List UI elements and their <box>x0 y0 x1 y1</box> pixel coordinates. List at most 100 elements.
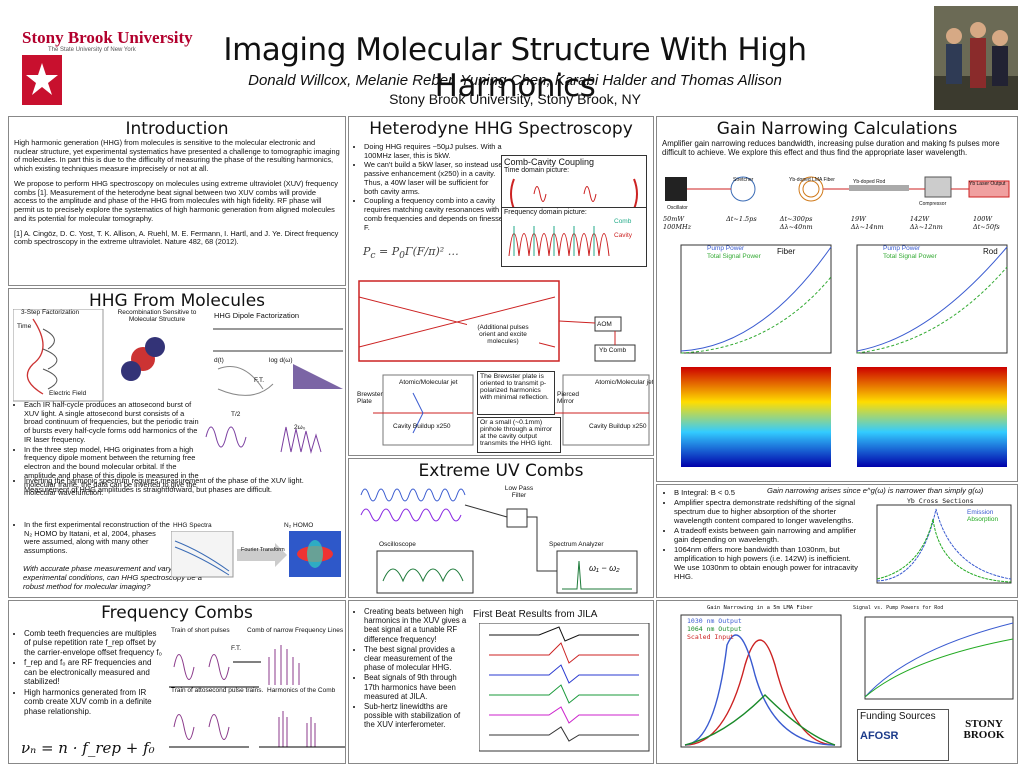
homo-figure <box>171 531 341 578</box>
euv-panel: Extreme UV Combs Low Pass Filter Oscillo… <box>348 458 654 598</box>
pierced-label: Pierced Mirror <box>557 391 580 405</box>
param: 142W Δλ~12nm <box>909 215 943 231</box>
fig-label: N₂ HOMO <box>284 522 314 529</box>
bullet: We can't build a 5kW laser, so instead u… <box>364 161 503 196</box>
freq-box: Frequency domain picture: Comb Cavity <box>501 207 647 267</box>
time-figure <box>510 178 638 210</box>
bullet-list: Creating beats between high harmonics in… <box>353 607 471 729</box>
param: Δt~300ps Δλ~40nm <box>779 215 813 231</box>
introduction-panel: Introduction High harmonic generation (H… <box>8 116 346 286</box>
bullet-list: Each IR half-cycle produces an attosecon… <box>13 400 203 498</box>
formula: νₙ = n · f_rep + f₀ <box>21 739 155 757</box>
heading: Introduction <box>125 119 229 139</box>
fig-label: 3-Step Factorization <box>21 309 80 316</box>
bullet: Amplifier spectra demonstrate redshiftin… <box>674 498 859 526</box>
sponsor: AFOSR <box>860 730 899 742</box>
text-list: In the first experimental reconstruction… <box>13 520 173 557</box>
param: 19W Δλ~14nm <box>850 215 884 231</box>
rod-title: Signal vs. Pump Powers for Rod <box>853 605 944 611</box>
time-domain: Time domain picture: <box>504 167 570 174</box>
amplifier-chain <box>665 176 1010 202</box>
plot-title: Rod <box>983 247 998 256</box>
chain-label: Yb Laser Output <box>969 181 1006 187</box>
legend: 1030 nm Output <box>687 617 742 625</box>
bullet: Beat signals of 9th through 17th harmoni… <box>364 673 471 701</box>
university: Stony Brook University <box>22 28 193 47</box>
chain-label: Yb-doped LMA Fiber <box>789 177 835 183</box>
heading: Extreme UV Combs <box>418 461 584 481</box>
bullet: Each IR half-cycle produces an attosecon… <box>24 400 203 445</box>
brewster-label: Brewster Plate <box>357 391 383 405</box>
euv-figure <box>360 488 638 594</box>
bullet-list: B Integral: B < 0.5Amplifier spectra dem… <box>663 488 859 582</box>
bullet: In the first experimental reconstruction… <box>24 520 173 556</box>
cavity-label: Cavity <box>614 232 633 239</box>
dipole-figure <box>205 426 322 454</box>
paragraph: [1] A. Cingöz, D. C. Yost, T. K. Allison… <box>14 228 339 247</box>
chain-label: Compressor <box>919 201 947 207</box>
extra-pulses: (Additional pulses orient and excite mol… <box>467 323 539 346</box>
affiliation: Stony Brook University, Stony Brook, NY <box>389 91 641 107</box>
bullet-list: Doing HHG requires ~50μJ pulses. With a … <box>353 142 503 232</box>
fig-label: Comb of narrow Frequency Lines <box>247 627 344 634</box>
cross-figure <box>876 504 1012 584</box>
cross-title: Yb Cross Sections <box>907 497 974 505</box>
jet-label: Atomic/Molecular jet <box>595 379 654 386</box>
fig-label: Recombination Sensitive to Molecular Str… <box>117 309 197 323</box>
bullet: In the three step model, HHG originates … <box>24 445 203 498</box>
group-photo <box>934 6 1018 110</box>
bullet: f_rep and f₀ are RF frequencies and can … <box>24 658 163 686</box>
fig-label: Train of short pulses <box>171 627 230 634</box>
beats-title: First Beat Results from JILA <box>473 609 598 620</box>
param: 100W Δt~50fs <box>972 215 1000 231</box>
logo <box>22 55 62 105</box>
jet-label: Atomic/Molecular jet <box>399 379 458 386</box>
bullet: High harmonics generated from IR comb cr… <box>24 688 163 716</box>
bullet: B Integral: B < 0.5 <box>674 488 859 498</box>
fig-label: F.T. <box>254 377 265 384</box>
fig-label: HHG Spectra <box>173 522 212 529</box>
university-sub: The State University of New York <box>48 47 136 53</box>
caption: Gain narrowing arises since e^g(ω) is na… <box>767 486 984 495</box>
legend: Total Signal Power <box>707 253 761 260</box>
fig-label: Train of attosecond pulse trains. <box>171 687 264 694</box>
chain-label: Oscillator <box>667 205 688 211</box>
oscilloscope-label: Oscilloscope <box>379 541 416 548</box>
bullet-list: In the first experimental reconstruction… <box>13 520 173 556</box>
legend: Scaled Input <box>687 633 734 641</box>
gain-bullets-panel: Gain narrowing arises since e^g(ω) is na… <box>656 484 1018 598</box>
molecules-figure <box>13 309 343 402</box>
funding-box: Funding Sources AFOSR <box>857 709 949 761</box>
bullet: Creating beats between high harmonics in… <box>364 607 471 644</box>
text-list: Doing HHG requires ~50μJ pulses. With a … <box>353 142 503 233</box>
chain-label: Stretcher <box>733 177 754 183</box>
legend: Absorption <box>967 516 999 523</box>
bullet: Inverting the harmonic spectrum requires… <box>24 476 343 494</box>
text-list: B Integral: B < 0.5Amplifier spectra dem… <box>663 488 859 583</box>
gain-results-panel: Gain Narrowing in a 5m LMA Fiber 1030 nm… <box>656 600 1018 764</box>
fig-label: Harmonics of the Comb <box>267 687 336 694</box>
filter-label: Low Pass Filter <box>504 485 534 499</box>
analyzer-label: Spectrum Analyzer <box>549 541 604 548</box>
pinhole-note: Or a small (~0.1mm) pinhole through a mi… <box>477 417 561 453</box>
funding-title: Funding Sources <box>860 711 936 722</box>
heading: Heterodyne HHG Spectroscopy <box>369 119 633 139</box>
freq-combs-panel: Frequency Combs Comb teeth frequencies a… <box>8 600 346 764</box>
beats-panel: Creating beats between high harmonics in… <box>348 600 654 764</box>
brewster-note: The Brewster plate is oriented to transm… <box>477 371 555 415</box>
fig-label: 2ω₀ <box>294 424 306 431</box>
buildup-label: Cavity Buildup x250 <box>393 423 451 430</box>
bullet: A tradeoff exists between gain narrowing… <box>674 526 859 545</box>
fig-label: log d(ω) <box>269 357 293 364</box>
gain-panel: Gain Narrowing Calculations Amplifier ga… <box>656 116 1018 482</box>
freq-figure <box>508 226 610 257</box>
bullet: Doing HHG requires ~50μJ pulses. With a … <box>364 142 503 160</box>
aom-label: AOM <box>597 321 612 328</box>
narrow-title: Gain Narrowing in a 5m LMA Fiber <box>707 605 813 611</box>
heading: Gain Narrowing Calculations <box>716 119 958 139</box>
yb-comb-label: Yb Comb <box>599 347 627 354</box>
legend: 1064 nm Output <box>687 625 742 633</box>
freq-domain: Frequency domain picture: <box>504 209 587 216</box>
comb-figure <box>169 645 345 748</box>
